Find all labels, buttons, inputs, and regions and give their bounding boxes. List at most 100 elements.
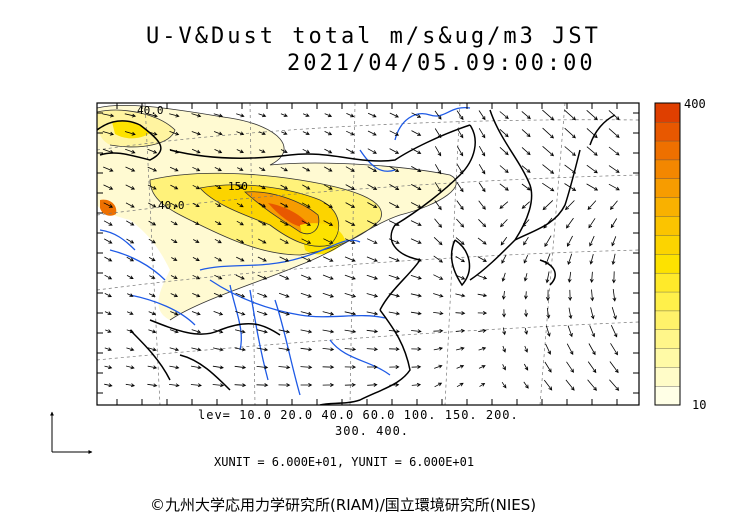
wind-arrow	[612, 289, 617, 302]
wind-arrow	[523, 273, 528, 282]
rivers	[99, 106, 471, 396]
map-frame	[96, 102, 640, 406]
wind-arrow	[586, 164, 598, 174]
wind-arrow	[169, 383, 180, 388]
wind-arrow	[434, 218, 443, 228]
wind-arrow	[323, 184, 333, 190]
wind-arrow	[564, 200, 575, 211]
wind-arrow	[104, 347, 113, 351]
wind-arrow	[411, 382, 422, 387]
wind-arrow	[212, 365, 224, 370]
wind-arrow	[609, 379, 620, 391]
wind-arrow	[148, 311, 157, 316]
wind-arrow	[169, 131, 180, 136]
wind-arrow	[146, 113, 158, 118]
wind-arrow	[169, 166, 179, 172]
wind-arrow	[478, 110, 486, 121]
wind-arrow	[213, 292, 223, 298]
wind-arrow	[410, 256, 422, 262]
wind-arrow	[456, 182, 464, 193]
wind-arrow	[477, 237, 487, 245]
wind-arrow	[191, 347, 202, 352]
wind-arrow	[456, 346, 465, 351]
wind-arrow	[611, 306, 617, 320]
wind-arrow	[169, 329, 179, 334]
wind-arrow	[147, 148, 158, 154]
wind-arrow	[235, 292, 246, 298]
wind-arrow	[148, 202, 157, 208]
wind-arrow	[455, 293, 466, 298]
wind-arrow	[344, 293, 357, 298]
wind-arrow	[346, 130, 355, 136]
wind-arrow	[477, 275, 488, 280]
wind-arrow	[544, 235, 552, 248]
wind-arrow	[367, 166, 378, 172]
wind-arrow	[300, 347, 313, 352]
dust-concentration-shading	[97, 105, 457, 321]
wind-arrow	[455, 328, 466, 333]
colorbar-band	[654, 140, 681, 161]
wind-arrow	[501, 254, 507, 264]
wind-arrow	[366, 347, 379, 352]
wind-arrow	[302, 184, 311, 190]
wind-arrow	[434, 382, 443, 388]
wind-arrow	[344, 329, 357, 334]
wind-arrow	[389, 202, 400, 208]
wind-arrow	[104, 256, 113, 262]
boundaries	[97, 109, 616, 405]
wind-arrow	[214, 238, 222, 244]
wind-arrow	[456, 128, 464, 139]
wind-arrow	[456, 164, 464, 175]
wind-arrow	[212, 383, 225, 388]
wind-arrow	[388, 311, 401, 316]
wind-arrow	[192, 184, 201, 190]
wind-arrow	[103, 220, 113, 226]
wind-arrow	[235, 311, 246, 316]
wind-arrow	[521, 183, 531, 191]
wind-arrow	[367, 365, 378, 369]
wind-arrow	[479, 382, 486, 387]
wind-arrow	[455, 255, 466, 263]
wind-arrow	[103, 166, 114, 172]
wind-arrow	[388, 274, 401, 280]
wind-arrow	[126, 275, 134, 279]
wind-arrow	[366, 293, 379, 298]
wind-arrow	[410, 220, 422, 226]
wind-arrow	[279, 238, 289, 244]
wind-arrow	[301, 202, 311, 208]
wind-arrow	[280, 149, 288, 153]
wind-arrow	[433, 328, 444, 333]
wind-arrow	[366, 274, 379, 280]
wind-arrow	[523, 381, 529, 389]
contour-label: 150	[228, 180, 248, 193]
wind-arrow	[502, 327, 507, 336]
wind-arrow	[345, 166, 355, 172]
wind-arrow	[524, 309, 528, 318]
contour-levels: lev= 10.0 20.0 40.0 60.0 100. 150. 200.	[198, 408, 519, 422]
wind-arrow	[456, 364, 465, 369]
colorbar-band	[654, 385, 681, 406]
wind-arrow	[502, 364, 506, 371]
wind-arrow	[149, 275, 156, 279]
wind-arrow	[586, 146, 598, 156]
wind-arrow	[345, 238, 356, 244]
wind-arrow	[546, 307, 551, 319]
wind-arrow	[542, 145, 555, 157]
wind-arrow	[279, 256, 290, 262]
colorbar-band	[654, 197, 681, 217]
wind-arrow	[367, 148, 377, 154]
wind-arrow	[169, 148, 179, 154]
wind-arrow	[324, 148, 333, 154]
wind-arrow	[389, 112, 399, 118]
wind-arrow	[324, 113, 333, 118]
wind-arrow	[300, 274, 312, 280]
wind-arrow	[524, 327, 528, 335]
wind-arrow	[323, 220, 334, 226]
wind-arrow	[278, 365, 291, 370]
wind-arrow	[257, 256, 267, 262]
wind-arrow	[234, 329, 246, 334]
wind-arrow	[190, 383, 202, 388]
wind-arrow	[478, 346, 487, 351]
wind-arrow	[411, 347, 422, 351]
dust-level-400-central	[268, 203, 310, 228]
